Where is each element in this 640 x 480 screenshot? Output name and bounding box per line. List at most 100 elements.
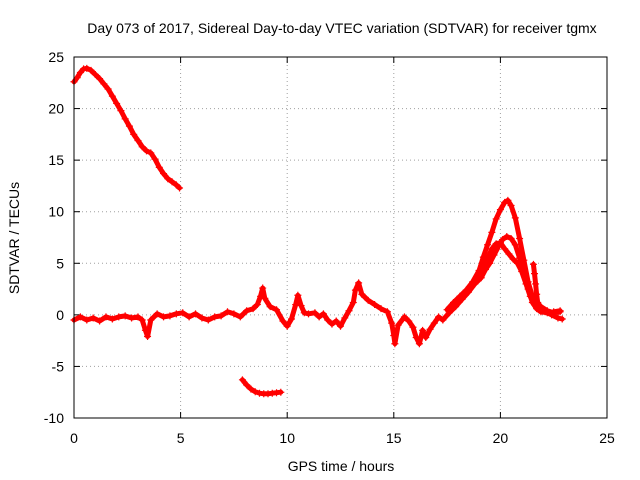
data-point (443, 306, 451, 314)
data-point (300, 309, 308, 317)
data-point (456, 292, 464, 300)
data-point (266, 303, 274, 311)
data-point (430, 319, 438, 327)
data-point (160, 313, 168, 321)
data-point (283, 322, 291, 330)
series-arc-mid (475, 239, 566, 323)
data-point (405, 317, 413, 325)
data-point (341, 314, 349, 322)
data-point (261, 294, 269, 302)
series-arc-tail (529, 260, 543, 314)
y-tick-label: 25 (48, 49, 64, 65)
data-point (153, 310, 161, 318)
data-point (76, 68, 84, 76)
data-point (160, 170, 168, 178)
data-point (324, 316, 332, 324)
y-tick-label: 0 (56, 307, 64, 323)
series-line (71, 65, 182, 191)
data-point (147, 316, 155, 324)
data-point (217, 312, 225, 320)
data-point (151, 155, 159, 163)
x-tick-label: 15 (386, 430, 402, 446)
data-point (377, 305, 385, 313)
data-point (439, 316, 447, 324)
data-point (507, 202, 515, 210)
data-point (87, 66, 95, 74)
data-point (358, 290, 366, 298)
data-point (554, 314, 562, 322)
data-point (496, 239, 504, 247)
data-point (251, 388, 259, 396)
data-point (83, 316, 91, 324)
data-point (292, 301, 300, 309)
data-point (332, 317, 340, 325)
data-point (121, 312, 129, 320)
data-point (319, 310, 327, 318)
data-point (121, 115, 129, 123)
data-point (383, 308, 391, 316)
data-point (415, 340, 423, 348)
data-point (211, 313, 219, 321)
data-point (364, 296, 372, 304)
data-point (492, 215, 500, 223)
data-point (400, 313, 408, 321)
data-point (351, 286, 359, 294)
data-point (503, 232, 511, 240)
data-point (492, 240, 500, 248)
data-point (138, 143, 146, 151)
data-point (125, 122, 133, 130)
data-point (311, 309, 319, 317)
data-point (305, 310, 313, 318)
data-point (419, 326, 427, 334)
data-point (249, 305, 257, 313)
data-point (507, 235, 515, 243)
data-point (100, 80, 108, 88)
y-tick-label: 5 (56, 255, 64, 271)
x-tick-label: 10 (279, 430, 295, 446)
data-point (104, 85, 112, 93)
data-point (531, 270, 539, 278)
data-point (230, 310, 238, 318)
data-point (449, 298, 457, 306)
data-point (257, 292, 265, 300)
data-point (518, 268, 526, 276)
data-point (513, 259, 521, 267)
data-point (556, 308, 564, 316)
data-point (273, 306, 281, 314)
data-point (176, 184, 184, 192)
data-series (70, 64, 566, 398)
plot-frame (73, 56, 608, 419)
data-point (128, 314, 136, 322)
data-point (172, 181, 180, 189)
data-point (390, 331, 398, 339)
data-point (526, 292, 534, 300)
data-point (73, 74, 81, 82)
data-point (529, 260, 537, 268)
data-point (238, 376, 246, 384)
data-point (469, 278, 477, 286)
data-point (76, 313, 84, 321)
data-point (96, 75, 104, 83)
series-line (239, 377, 284, 397)
x-axis-label: GPS time / hours (288, 458, 395, 474)
data-point (253, 301, 261, 309)
data-point (279, 317, 287, 325)
data-point (89, 314, 97, 322)
data-point (426, 325, 434, 333)
tick-labels: 0 5 10 15 20 25 -10 -5 0 5 10 15 20 25 (44, 49, 615, 446)
data-point (349, 298, 357, 306)
data-point (108, 92, 116, 100)
data-point (509, 255, 517, 263)
data-point (185, 313, 193, 321)
data-point (168, 178, 176, 186)
data-point (147, 149, 155, 157)
data-point (355, 279, 363, 287)
data-point (511, 214, 519, 222)
y-tick-label: 15 (48, 152, 64, 168)
data-point (142, 147, 150, 155)
data-point (277, 388, 285, 396)
data-point (315, 313, 323, 321)
data-point (391, 340, 399, 348)
data-point (548, 311, 556, 319)
data-point (535, 306, 543, 314)
